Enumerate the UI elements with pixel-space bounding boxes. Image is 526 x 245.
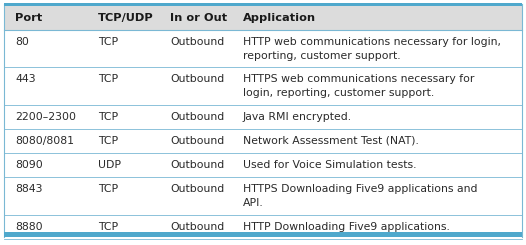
Text: TCP: TCP xyxy=(98,136,118,146)
Bar xyxy=(4,215,522,239)
Text: Outbound: Outbound xyxy=(170,184,225,195)
Text: Outbound: Outbound xyxy=(170,37,225,47)
Text: TCP: TCP xyxy=(98,222,118,232)
Text: 8090: 8090 xyxy=(15,160,43,170)
Text: Used for Voice Simulation tests.: Used for Voice Simulation tests. xyxy=(242,160,416,170)
Bar xyxy=(4,153,522,177)
Text: Outbound: Outbound xyxy=(170,160,225,170)
Bar xyxy=(4,177,522,215)
Bar xyxy=(4,67,522,105)
Bar xyxy=(4,30,522,67)
Text: Outbound: Outbound xyxy=(170,112,225,122)
Text: In or Out: In or Out xyxy=(170,13,227,23)
Text: TCP: TCP xyxy=(98,37,118,47)
Text: Application: Application xyxy=(242,13,316,23)
Text: TCP/UDP: TCP/UDP xyxy=(98,13,154,23)
Text: TCP: TCP xyxy=(98,184,118,195)
Bar xyxy=(4,129,522,153)
Text: Java RMI encrypted.: Java RMI encrypted. xyxy=(242,112,352,122)
Text: 8880: 8880 xyxy=(15,222,43,232)
Text: Network Assessment Test (NAT).: Network Assessment Test (NAT). xyxy=(242,136,419,146)
Text: UDP: UDP xyxy=(98,160,120,170)
Text: Outbound: Outbound xyxy=(170,222,225,232)
Text: Port: Port xyxy=(15,13,43,23)
Text: HTTP Downloading Five9 applications.: HTTP Downloading Five9 applications. xyxy=(242,222,450,232)
Text: Outbound: Outbound xyxy=(170,74,225,84)
Text: 443: 443 xyxy=(15,74,36,84)
Bar xyxy=(4,105,522,129)
Text: TCP: TCP xyxy=(98,74,118,84)
Text: HTTP web communications necessary for login,
reporting, customer support.: HTTP web communications necessary for lo… xyxy=(242,37,501,61)
Text: HTTPS Downloading Five9 applications and
API.: HTTPS Downloading Five9 applications and… xyxy=(242,184,477,208)
Text: TCP: TCP xyxy=(98,112,118,122)
Bar xyxy=(4,232,522,237)
Text: 8080/8081: 8080/8081 xyxy=(15,136,74,146)
Text: HTTPS web communications necessary for
login, reporting, customer support.: HTTPS web communications necessary for l… xyxy=(242,74,474,98)
Text: Outbound: Outbound xyxy=(170,136,225,146)
Text: 8843: 8843 xyxy=(15,184,43,195)
Bar xyxy=(4,3,522,6)
Bar xyxy=(4,6,522,30)
Text: 2200–2300: 2200–2300 xyxy=(15,112,76,122)
Text: 80: 80 xyxy=(15,37,29,47)
